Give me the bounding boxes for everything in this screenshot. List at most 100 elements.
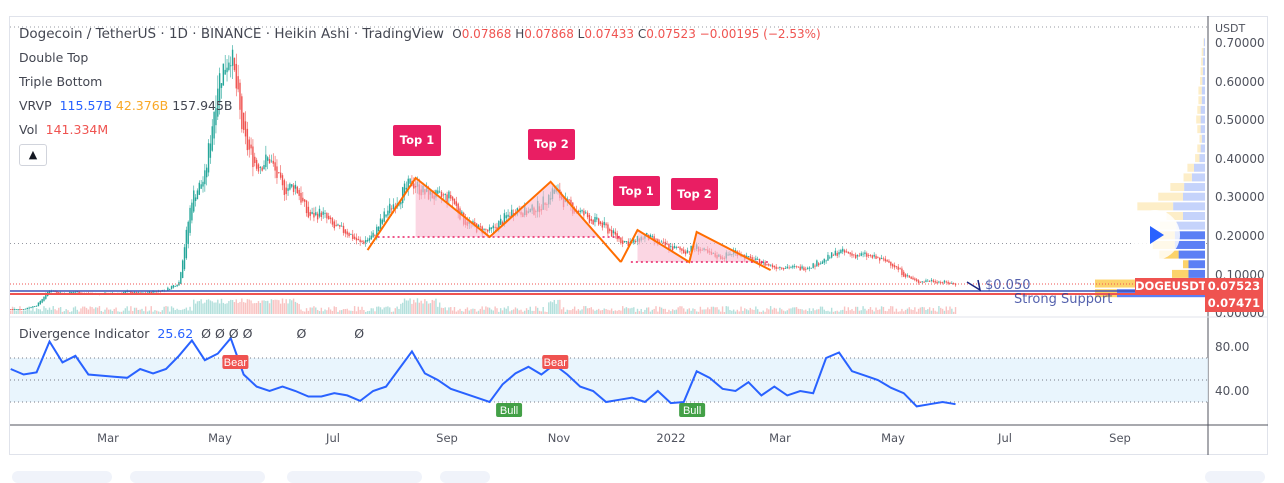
legend-divergence[interactable]: Divergence Indicator 25.62 Ø Ø Ø Ø Ø Ø: [19, 326, 364, 341]
legend-triple-bottom[interactable]: Triple Bottom: [19, 74, 103, 89]
candle-body: [782, 268, 785, 270]
candle-body: [925, 280, 927, 282]
volume-bar: [193, 299, 195, 314]
volume-bar: [941, 308, 944, 314]
legend-vrvp[interactable]: VRVP 115.57B 42.376B 157.945B: [19, 98, 233, 113]
toolbar-pill[interactable]: [12, 471, 112, 483]
candle-body: [315, 212, 317, 216]
vrvp-up-bar: [1188, 269, 1205, 278]
volume-bar: [377, 306, 380, 314]
vrvp-up-bar: [1203, 38, 1205, 47]
indicator-tick: 80.00: [1215, 340, 1250, 354]
candle-body: [405, 187, 408, 190]
volume-bar: [793, 307, 796, 314]
volume-bar: [281, 298, 284, 314]
volume-bar: [150, 306, 152, 314]
na-marker: Ø: [354, 326, 365, 341]
volume-bar: [10, 310, 12, 314]
candle-body: [474, 222, 476, 225]
volume-bar: [518, 310, 520, 314]
volume-bar: [801, 309, 803, 314]
volume-bar: [727, 306, 729, 314]
legend-double-top[interactable]: Double Top: [19, 50, 89, 65]
legend-vol[interactable]: Vol 141.334M: [19, 122, 108, 137]
volume-bar: [228, 301, 230, 314]
volume-bar: [916, 311, 918, 314]
open-label: O: [452, 27, 462, 41]
volume-bar: [618, 309, 620, 314]
vrvp-down-bar: [1201, 57, 1203, 66]
candle-body: [488, 227, 491, 231]
candle-body: [246, 128, 249, 151]
volume-bar: [514, 307, 517, 314]
candle-body: [890, 261, 892, 266]
candle-body: [758, 259, 761, 266]
candle-body: [943, 280, 946, 283]
volume-bar: [117, 311, 119, 314]
volume-bar: [764, 311, 766, 314]
candle-body: [461, 211, 463, 214]
toolbar-pill[interactable]: [287, 471, 422, 483]
candle-body: [797, 266, 800, 268]
top-2-label[interactable]: Top 2: [528, 129, 575, 160]
volume-bar: [19, 306, 21, 314]
candle-body: [766, 263, 768, 265]
volume-bar: [169, 311, 171, 314]
top-1-label[interactable]: Top 1: [613, 176, 660, 206]
volume-bar: [866, 310, 868, 314]
toolbar-pill[interactable]: [1205, 471, 1265, 483]
candle-body: [843, 250, 846, 253]
price-tick: 0.70000: [1215, 36, 1265, 50]
volume-bar: [392, 311, 395, 314]
top-1-label[interactable]: Top 1: [393, 125, 441, 156]
volume-bar: [52, 306, 54, 314]
volume-bar: [202, 303, 204, 314]
interval[interactable]: 1D: [168, 26, 188, 42]
collapse-legend-button[interactable]: ▲: [19, 144, 47, 166]
candle-body: [228, 62, 230, 70]
volume-bar: [161, 310, 164, 314]
volume-bar: [448, 307, 450, 314]
candle-body: [880, 258, 883, 260]
volume-bar: [721, 306, 724, 314]
chart-header: Dogecoin / TetherUS · 1D · BINANCE · Hei…: [19, 26, 821, 42]
volume-bar: [255, 303, 258, 314]
volume-bar: [353, 306, 356, 314]
candle-body: [218, 73, 221, 103]
candle-body: [448, 191, 450, 199]
candle-body: [806, 267, 809, 270]
support-price-note[interactable]: $0.050: [985, 278, 1031, 293]
volume-bar: [174, 310, 176, 314]
volume-bar: [943, 310, 946, 314]
volume-bar: [355, 311, 358, 314]
volume-bar: [555, 303, 557, 314]
candle-body: [78, 291, 80, 294]
chart-frame: [9, 16, 1268, 455]
vrvp-up-bar: [1174, 231, 1205, 240]
volume-bar: [148, 310, 151, 314]
divergence-line: [10, 336, 956, 408]
symbol-name[interactable]: Dogecoin / TetherUS: [19, 26, 157, 42]
volume-bar: [283, 303, 286, 314]
toolbar-pill[interactable]: [130, 471, 265, 483]
play-button[interactable]: [1130, 210, 1180, 260]
vrvp-down: 42.376B: [115, 98, 169, 113]
candle-body: [753, 259, 755, 261]
top-2-label[interactable]: Top 2: [671, 178, 718, 210]
toolbar-pill[interactable]: [440, 471, 490, 483]
volume-bar: [442, 308, 445, 314]
support-label-note[interactable]: Strong Support: [1014, 292, 1113, 307]
volume-bar: [585, 306, 587, 314]
price-unit[interactable]: USDT: [1215, 22, 1246, 35]
volume-bar: [879, 309, 881, 314]
volume-bar: [307, 310, 310, 314]
volume-bar: [512, 309, 515, 314]
volume-bar: [485, 306, 487, 314]
volume-bar: [457, 310, 459, 314]
candle-body: [400, 201, 402, 205]
volume-bar: [694, 309, 696, 314]
candle-body: [154, 291, 156, 293]
volume-bar: [923, 307, 925, 314]
volume-bar: [895, 308, 898, 314]
